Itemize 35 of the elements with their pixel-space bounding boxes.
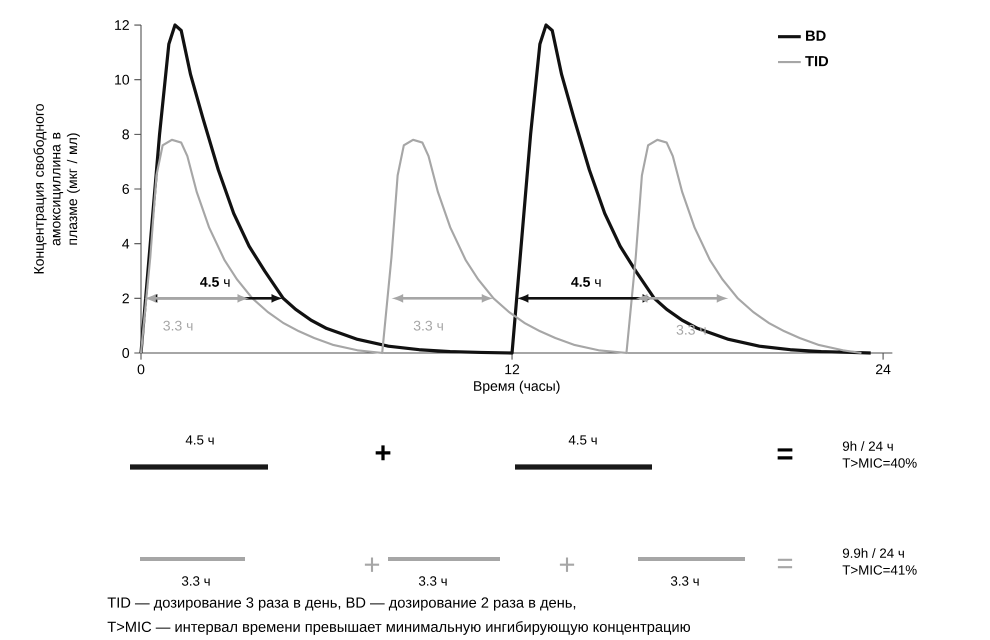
text: 9.9h / 24 ч <box>842 548 904 558</box>
text: T>MIC=40% <box>842 458 917 468</box>
y-tick-label: 10 <box>115 74 130 85</box>
text: 4.5 ч <box>186 435 214 445</box>
text: + <box>560 558 574 572</box>
text: = <box>778 448 792 460</box>
text: + <box>376 445 390 460</box>
text: T>MIC=41% <box>842 565 917 575</box>
text: 9h / 24 ч <box>842 441 893 451</box>
line-series <box>140 138 863 354</box>
annotation: 3.3 ч <box>163 320 192 331</box>
y-tick-label: 8 <box>122 129 130 140</box>
x-tick-label: 12 <box>505 364 520 374</box>
x-tick-label: 0 <box>138 364 144 374</box>
y-tick-label: 0 <box>122 348 130 358</box>
annotation: 3.3 ч <box>414 320 443 331</box>
text: TID — дозирование 3 раза в день, BD — дозирование 2 раза в день, <box>108 597 576 611</box>
x-axis-title: Время (часы) <box>474 380 560 394</box>
y-tick-label: 12 <box>115 20 129 30</box>
y-tick-label: 6 <box>122 184 130 194</box>
x-tick-label: 24 <box>876 364 890 374</box>
text: 3.3 ч <box>670 576 699 586</box>
annotation: 4.5 ч <box>571 277 601 287</box>
legend-label: BD <box>806 30 826 41</box>
y-tick-label: 2 <box>122 293 129 304</box>
text: T>MIC — интервал времени превышает минимальную ингибирующую концентрацию <box>108 621 690 635</box>
y-axis-title: Концентрация свободного амоксициллина в плазме (мкг / мл) <box>33 104 80 274</box>
annotation: 4.5 ч <box>200 277 230 287</box>
text: 4.5 ч <box>568 435 597 445</box>
text: + <box>364 558 380 572</box>
text: = <box>778 558 792 568</box>
legend-label: TID <box>805 56 828 66</box>
text: 3.3 ч <box>418 576 447 586</box>
text: 3.3 ч <box>182 576 210 586</box>
y-tick-label: 4 <box>122 238 130 248</box>
